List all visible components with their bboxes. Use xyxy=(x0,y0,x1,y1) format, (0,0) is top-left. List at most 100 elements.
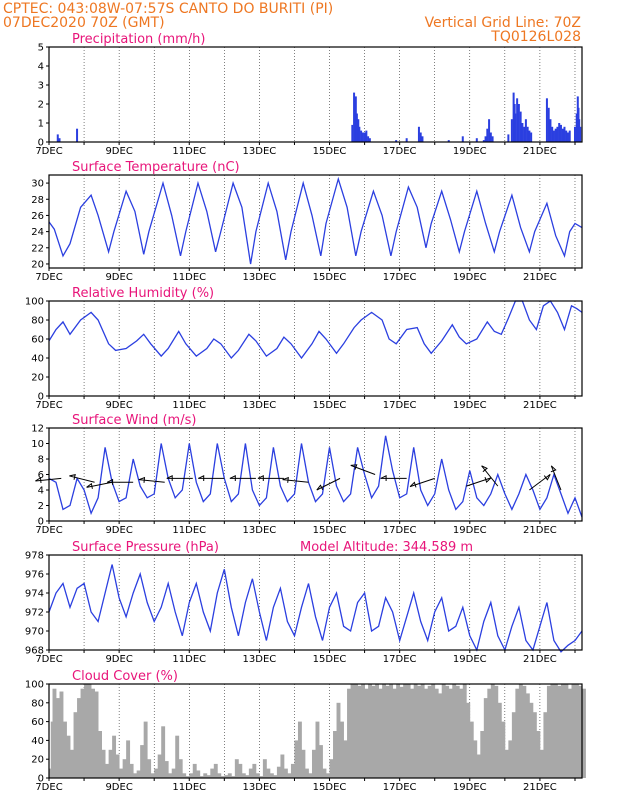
cloud-bar xyxy=(136,770,141,778)
cloud-bar xyxy=(434,688,439,778)
cloud-bar xyxy=(347,688,351,778)
cloud-bar xyxy=(164,761,169,778)
cloud-bar xyxy=(417,685,422,778)
wind-vector xyxy=(529,473,551,491)
cloud-bar xyxy=(175,735,180,778)
precip-bar xyxy=(351,124,354,142)
wind-vector xyxy=(69,475,95,483)
x-tick-label: 7DEC xyxy=(35,272,62,283)
wind-arrowhead xyxy=(282,476,289,483)
y-tick-label: 0 xyxy=(38,774,44,785)
x-tick-label: 11DEC xyxy=(172,782,206,793)
cloud-bar xyxy=(147,759,152,778)
panel-frame xyxy=(48,554,583,651)
header-grid-note: Vertical Grid Line: 70Z xyxy=(425,15,581,31)
precip-bar xyxy=(563,126,566,142)
wind-vector xyxy=(138,479,165,483)
cloud-bar xyxy=(518,684,523,778)
cloud-bar xyxy=(385,685,390,778)
panel-title: Surface Pressure (hPa) xyxy=(72,540,219,555)
cloud-bar xyxy=(98,731,102,778)
panel-title: Relative Humidity (%) xyxy=(72,286,214,301)
x-tick-label: 19DEC xyxy=(453,782,487,793)
cloud-bar xyxy=(56,698,60,778)
y-tick-label: 10 xyxy=(31,439,44,450)
precip-bar xyxy=(368,138,371,142)
cloud-bar xyxy=(448,688,453,778)
cloud-bar xyxy=(511,712,516,778)
precip-bar xyxy=(488,119,491,142)
cloud-bar xyxy=(252,763,257,778)
cloud-bar xyxy=(564,684,569,778)
precip-bar xyxy=(579,126,582,142)
x-tick-label: 11DEC xyxy=(172,146,206,157)
cloud-bar xyxy=(490,684,495,778)
precip-bar xyxy=(365,130,368,142)
cloud-bar xyxy=(319,745,323,778)
wind-vector xyxy=(409,477,435,488)
precip-bar xyxy=(58,138,61,142)
wind-arrowhead xyxy=(198,475,205,481)
precip-bar xyxy=(447,140,450,142)
cloud-bar xyxy=(84,684,88,778)
y-tick-label: 2 xyxy=(38,100,44,111)
wind-arrowhead xyxy=(350,464,358,470)
cloud-bar xyxy=(550,684,555,778)
cloud-bar xyxy=(178,759,183,778)
precip-bar xyxy=(530,132,533,142)
cloud-bar xyxy=(70,749,74,778)
y-tick-label: 972 xyxy=(25,608,44,619)
panel-title: Surface Temperature (nC) xyxy=(72,160,240,175)
cloud-bar xyxy=(101,749,106,778)
cloud-bar xyxy=(266,768,271,778)
cloud-bar xyxy=(410,688,415,778)
y-tick-label: 60 xyxy=(31,335,44,346)
cloud-bar xyxy=(322,768,327,778)
panel-precip: 0 1 2 3 4 5 7DEC 9DEC 11DEC 13DEC 15DEC 17DEC 19DEC 2… xyxy=(35,32,583,157)
cloud-bar xyxy=(382,684,387,778)
x-tick-label: 21DEC xyxy=(523,782,557,793)
y-tick-label: 3 xyxy=(38,81,44,92)
cloud-bar xyxy=(224,775,229,778)
precip-bar xyxy=(357,119,360,142)
wind-series-line xyxy=(48,435,583,518)
cloud-bar xyxy=(213,763,218,778)
cloud-bar xyxy=(441,684,446,778)
precip-bar xyxy=(558,123,561,142)
cloud-bar xyxy=(290,763,295,778)
cloud-bar xyxy=(154,768,159,778)
cloud-bar xyxy=(497,702,502,778)
precip-bar xyxy=(514,113,517,142)
panel-frame xyxy=(48,427,583,522)
precip-bar xyxy=(521,123,524,142)
x-tick-label: 17DEC xyxy=(383,400,417,411)
cloud-bar xyxy=(539,749,544,778)
cloud-bar xyxy=(487,688,492,778)
y-tick-label: 100 xyxy=(25,680,44,691)
x-tick-label: 19DEC xyxy=(453,146,487,157)
wind-vector xyxy=(550,465,562,491)
precip-bar xyxy=(561,128,564,142)
cloud-bar xyxy=(508,740,513,778)
cloud-bar xyxy=(529,702,534,778)
header-station: CPTEC: 043:08W-07:57S CANTO DO BURITI (P… xyxy=(3,1,333,17)
cloud-bar xyxy=(389,684,394,778)
y-tick-label: 60 xyxy=(31,717,44,728)
wind-vector xyxy=(481,465,499,487)
precip-bar xyxy=(549,119,552,142)
wind-arrowhead xyxy=(69,474,76,480)
cloud-bar xyxy=(269,773,274,778)
cloud-bar xyxy=(501,721,506,778)
panel-frame xyxy=(48,300,583,397)
cloud-bar xyxy=(133,773,138,778)
precip-bar xyxy=(552,130,555,142)
y-tick-label: 8 xyxy=(38,455,44,466)
wind-arrowhead xyxy=(550,465,557,473)
cloud-bar xyxy=(326,773,330,778)
rh-series-line xyxy=(48,300,583,360)
cloud-bar xyxy=(483,698,488,778)
wind-vector xyxy=(86,481,113,488)
wind-arrowhead xyxy=(316,484,324,491)
precip-bar xyxy=(491,136,494,142)
cloud-bar xyxy=(371,685,376,778)
